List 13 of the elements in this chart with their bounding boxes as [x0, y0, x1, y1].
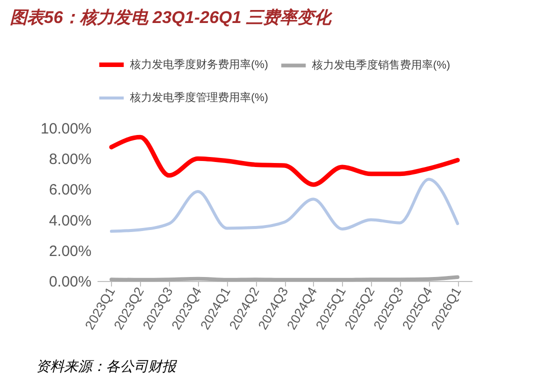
legend-label: 核力发电季度管理费用率(%) [129, 91, 268, 104]
y-tick-label: 10.00% [40, 120, 92, 138]
y-tick-label: 6.00% [48, 182, 92, 199]
y-tick-label: 0.00% [48, 274, 92, 290]
text: 资料来源：各公司财报 [36, 358, 176, 376]
legend-label: 核力发电季度销售费用率(%) [311, 58, 450, 72]
chart-title: 图表56：核力发电 23Q1-26Q1 三费率变化 [10, 7, 332, 29]
y-tick-label: 8.00% [48, 151, 92, 168]
line-series [110, 178, 460, 233]
line-series [109, 134, 460, 187]
y-tick-label: 4.00% [48, 212, 92, 230]
y-tick-label: 2.00% [48, 242, 92, 260]
legend-label: 核力发电季度财务费用率(%) [129, 58, 268, 71]
